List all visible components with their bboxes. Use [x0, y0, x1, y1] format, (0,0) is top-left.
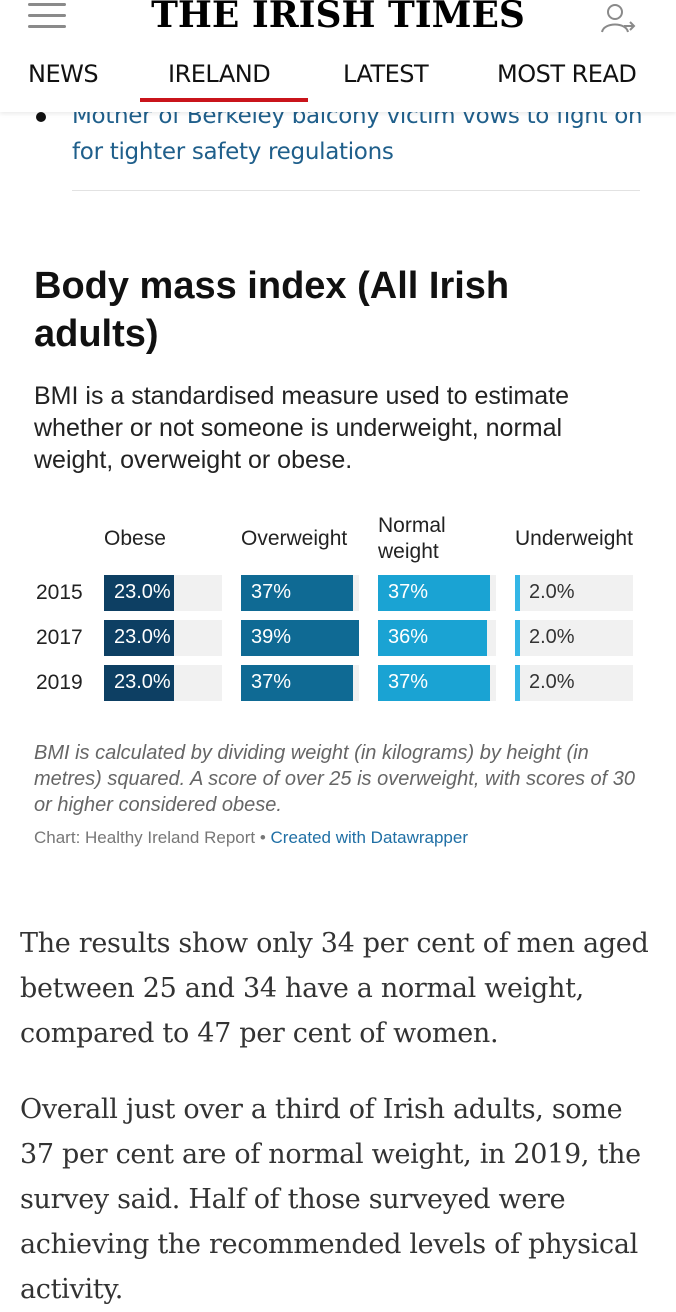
- bar-overweight-2017: [241, 620, 359, 656]
- article-paragraph: The results show only 34 per cent of men…: [20, 928, 649, 1049]
- cell-underweight-2019: 2.0%: [515, 665, 633, 701]
- cell-overweight-2017: 39%: [241, 620, 359, 656]
- cell-background: [515, 620, 633, 656]
- chart-title: Body mass index (All Irish adults): [34, 265, 510, 355]
- bar-obese-2019: [104, 665, 174, 701]
- value-label: 39%: [251, 626, 292, 648]
- value-label: 36%: [388, 626, 429, 648]
- nav-news[interactable]: NEWS: [28, 60, 99, 88]
- cell-background: [515, 575, 633, 611]
- value-label: 37%: [251, 671, 292, 693]
- row-label-2015: 2015: [36, 581, 83, 604]
- bar-underweight-2017: [515, 620, 520, 656]
- value-label: 23.0%: [114, 626, 171, 648]
- cell-obese-2017: 23.0%: [104, 620, 222, 656]
- section-nav: NEWS IRELAND LATEST MOST READ: [0, 60, 676, 100]
- bar-underweight-2015: [515, 575, 520, 611]
- bar-normal-weight-2015: [378, 575, 490, 611]
- site-header: THE IRISH TIMES NEWS IRELAND LATEST MOST…: [0, 0, 676, 112]
- cell-normal-weight-2017: 36%: [378, 620, 496, 656]
- row-label-2017: 2017: [36, 626, 83, 649]
- datawrapper-link[interactable]: Created with Datawrapper: [270, 828, 468, 847]
- cell-overweight-2019: 37%: [241, 665, 359, 701]
- column-header-underweight: Underweight: [515, 527, 633, 550]
- nav-latest[interactable]: LATEST: [343, 60, 429, 88]
- column-header-obese: Obese: [104, 527, 166, 550]
- cell-normal-weight-2015: 37%: [378, 575, 496, 611]
- row-label-2019: 2019: [36, 671, 83, 694]
- divider: [72, 190, 640, 191]
- value-label: 2.0%: [529, 581, 575, 603]
- chart-description: BMI is a standardised measure used to es…: [34, 382, 569, 474]
- value-label: 23.0%: [114, 671, 171, 693]
- article-paragraph: Overall just over a third of Irish adult…: [20, 1094, 641, 1305]
- value-label: 37%: [388, 671, 429, 693]
- user-account-icon[interactable]: [598, 2, 638, 36]
- nav-most-read[interactable]: MOST READ: [497, 60, 637, 88]
- bar-overweight-2019: [241, 665, 353, 701]
- bar-overweight-2015: [241, 575, 353, 611]
- column-header-overweight: Overweight: [241, 527, 348, 550]
- bar-normal-weight-2019: [378, 665, 490, 701]
- bar-normal-weight-2017: [378, 620, 487, 656]
- bar-underweight-2019: [515, 665, 520, 701]
- nav-ireland[interactable]: IRELAND: [168, 60, 271, 88]
- cell-underweight-2015: 2.0%: [515, 575, 633, 611]
- bar-obese-2015: [104, 575, 174, 611]
- menu-icon[interactable]: [28, 3, 66, 29]
- chart-source-text: Chart: Healthy Ireland Report •: [34, 828, 271, 847]
- column-header-normal-weight: Normal weight: [378, 514, 446, 563]
- value-label: 37%: [388, 581, 429, 603]
- chart-source: Chart: Healthy Ireland Report • Created …: [34, 828, 644, 848]
- site-logo[interactable]: THE IRISH TIMES: [151, 0, 525, 36]
- cell-obese-2019: 23.0%: [104, 665, 222, 701]
- cell-underweight-2017: 2.0%: [515, 620, 633, 656]
- active-nav-indicator: [140, 98, 308, 102]
- cell-background: [515, 665, 633, 701]
- value-label: 2.0%: [529, 671, 575, 693]
- value-label: 23.0%: [114, 581, 171, 603]
- value-label: 2.0%: [529, 626, 575, 648]
- cell-normal-weight-2019: 37%: [378, 665, 496, 701]
- bar-obese-2017: [104, 620, 174, 656]
- value-label: 37%: [251, 581, 292, 603]
- cell-obese-2015: 23.0%: [104, 575, 222, 611]
- cell-overweight-2015: 37%: [241, 575, 359, 611]
- chart-note: BMI is calculated by dividing weight (in…: [34, 742, 636, 816]
- bullet-dot: [36, 112, 46, 122]
